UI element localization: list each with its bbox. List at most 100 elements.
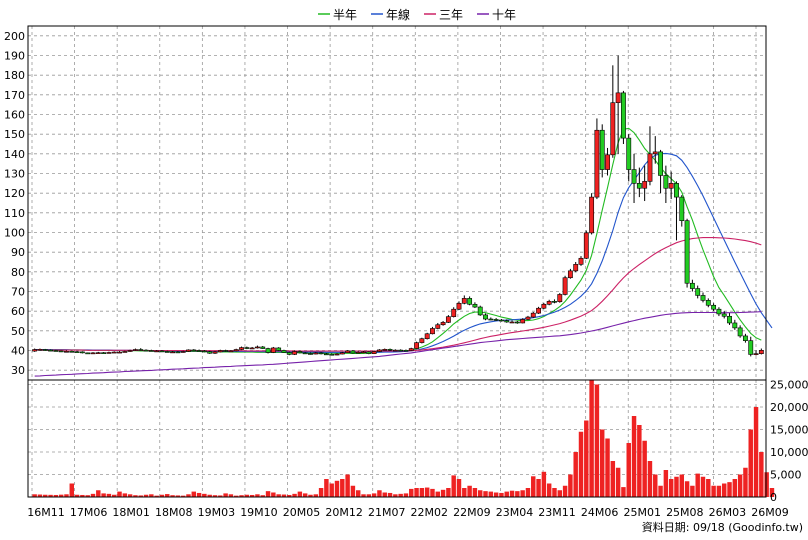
volume-bar bbox=[414, 488, 419, 497]
volume-bar bbox=[255, 494, 260, 497]
candle-body bbox=[154, 350, 160, 353]
price-tick-label: 160 bbox=[4, 109, 25, 122]
candle-body bbox=[164, 351, 170, 353]
candle-body bbox=[408, 348, 414, 351]
volume-bar bbox=[520, 490, 525, 497]
volume-bar bbox=[419, 488, 425, 497]
candle-body bbox=[419, 338, 425, 343]
volume-bar bbox=[727, 482, 732, 497]
volume-bar bbox=[143, 494, 149, 497]
candle-body bbox=[48, 349, 53, 352]
x-tick-label: 24M06 bbox=[581, 506, 619, 519]
volume-bar bbox=[552, 488, 557, 497]
candle-body bbox=[53, 350, 59, 352]
volume-bar bbox=[223, 493, 228, 497]
x-tick-label: 23M11 bbox=[538, 506, 576, 519]
volume-bar bbox=[159, 494, 165, 497]
candle-body bbox=[127, 350, 133, 352]
volume-bar bbox=[281, 494, 287, 497]
volume-bar bbox=[626, 443, 631, 497]
volume-bar bbox=[175, 495, 181, 497]
candle-body bbox=[302, 352, 308, 355]
volume-bar bbox=[541, 471, 547, 497]
volume-bar bbox=[430, 488, 435, 497]
candle-body bbox=[663, 175, 669, 189]
chart-frames bbox=[27, 25, 767, 498]
candle-body bbox=[265, 348, 271, 353]
volume-bar bbox=[302, 493, 308, 497]
volume-bar bbox=[308, 494, 313, 497]
volume-bar bbox=[191, 491, 197, 497]
volume-bar bbox=[276, 494, 281, 497]
volume-bar bbox=[721, 483, 727, 497]
volume-bar bbox=[64, 494, 69, 497]
candle-body bbox=[58, 350, 64, 353]
candle-body bbox=[361, 351, 366, 354]
volume-bar bbox=[53, 494, 59, 497]
volume-bar bbox=[599, 429, 605, 497]
candle-body bbox=[668, 183, 674, 189]
candle-body bbox=[684, 220, 690, 284]
volume-bar bbox=[716, 485, 722, 497]
legend-label: 三年 bbox=[439, 8, 463, 22]
candle-body bbox=[477, 306, 483, 316]
price-tick-label: 110 bbox=[4, 207, 25, 220]
volume-bar bbox=[769, 488, 775, 497]
x-tick-label: 22M09 bbox=[453, 506, 491, 519]
volume-axis-ticks: 0 5,000 10,000 15,000 20,000 25,000 bbox=[770, 379, 808, 505]
candle-body bbox=[599, 129, 605, 170]
volume-bar bbox=[32, 494, 37, 497]
candle-body bbox=[711, 304, 717, 310]
x-tick-label: 20M05 bbox=[283, 506, 321, 519]
volume-bar bbox=[244, 494, 250, 497]
volume-bar bbox=[387, 492, 393, 497]
price-tick-label: 180 bbox=[4, 69, 25, 82]
volume-bar bbox=[504, 491, 509, 497]
candle-body bbox=[562, 277, 568, 295]
x-axis-ticks: 16M11 17M06 18M01 18M08 19M03 19M10 20M05 20M12… bbox=[27, 506, 789, 519]
volume-bar bbox=[440, 489, 446, 497]
volume-bar bbox=[578, 431, 584, 497]
candle-body bbox=[239, 347, 244, 350]
candlesticks bbox=[32, 55, 764, 357]
legend-label: 十年 bbox=[492, 8, 516, 22]
volume-bar bbox=[584, 420, 589, 497]
candle-body bbox=[445, 316, 451, 323]
candle-body bbox=[69, 350, 75, 353]
volume-bar bbox=[228, 494, 234, 497]
volume-bar bbox=[318, 488, 324, 497]
volume-tick-label: 0 bbox=[770, 491, 777, 504]
volume-bar bbox=[663, 470, 669, 497]
candle-body bbox=[499, 319, 504, 322]
price-tick-label: 120 bbox=[4, 187, 25, 200]
volume-bar bbox=[403, 493, 409, 497]
volume-bar bbox=[477, 490, 483, 497]
candle-body bbox=[366, 351, 372, 354]
candle-body bbox=[689, 282, 695, 289]
x-tick-label: 22M02 bbox=[411, 506, 449, 519]
price-tick-label: 150 bbox=[4, 128, 25, 141]
candle-body bbox=[658, 151, 663, 176]
candle-body bbox=[615, 92, 621, 104]
candle-body bbox=[414, 342, 419, 349]
candle-body bbox=[679, 196, 685, 222]
volume-bar bbox=[233, 495, 239, 497]
candle-body bbox=[483, 314, 488, 320]
volume-bar bbox=[133, 495, 138, 497]
candle-body bbox=[743, 335, 748, 341]
candle-body bbox=[196, 350, 202, 352]
volume-bar bbox=[43, 494, 48, 497]
candle-body bbox=[334, 353, 340, 356]
candle-body bbox=[323, 353, 329, 356]
volume-bar bbox=[748, 429, 753, 497]
volume-bar bbox=[37, 494, 43, 497]
volume-bar bbox=[557, 490, 563, 497]
volume-bar bbox=[515, 491, 520, 497]
volume-bar bbox=[127, 494, 133, 497]
legend: 半年 年線 三年 十年 bbox=[318, 7, 516, 22]
volume-bar bbox=[605, 438, 610, 497]
candle-body bbox=[106, 352, 112, 354]
candle-body bbox=[350, 350, 356, 354]
volume-bar bbox=[260, 495, 265, 497]
candle-body bbox=[398, 349, 404, 352]
